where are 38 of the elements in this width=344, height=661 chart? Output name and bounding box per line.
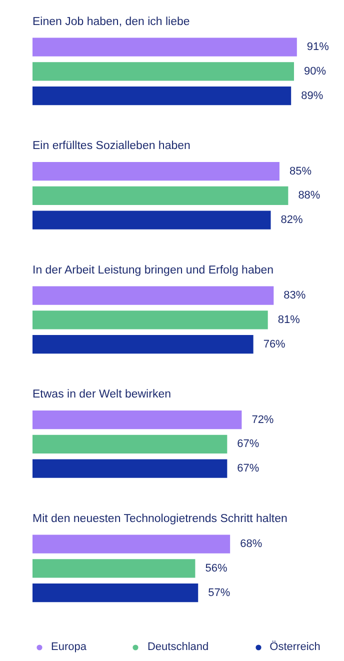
y-tick-label: Einen Job haben, den ich liebe [32,16,190,28]
data-label: 72% [252,414,274,426]
y-tick-label: Mit den neuesten Technologietrends Schritt halten [32,512,288,525]
bar [32,86,292,106]
data-label: 85% [289,165,312,178]
y-tick-label: Ein erfülltes Sozialleben haben [32,140,190,152]
data-label: 57% [208,586,230,599]
legend-label: Deutschland [147,641,209,653]
data-label: 88% [298,190,320,202]
legend-label: Österreich [270,641,320,653]
bar [32,559,196,578]
bar [32,310,268,330]
bar [32,459,228,478]
data-label: 68% [240,538,262,550]
data-label: 82% [280,214,303,226]
bar [32,162,280,181]
bar [32,534,230,554]
data-label: 76% [263,338,286,350]
data-label: 67% [237,438,260,450]
y-tick-label: Etwas in der Welt bewirken [32,388,171,401]
legend-label: Europa [51,641,86,653]
y-tick-label: In der Arbeit Leistung bringen und Erfolg haben [32,264,274,276]
data-label: 67% [237,462,260,475]
bar [32,434,228,454]
data-label: 89% [301,90,324,102]
bar [32,583,198,602]
bar [32,286,274,305]
data-label: 81% [278,314,300,326]
data-label: 83% [284,290,306,302]
bar [32,186,288,206]
data-label: 91% [306,41,330,54]
data-label: 90% [304,65,326,78]
bar [32,62,294,81]
bar [32,410,242,430]
data-label: 56% [205,562,228,574]
bar [32,38,297,56]
bar [32,334,254,354]
bar [32,210,271,230]
